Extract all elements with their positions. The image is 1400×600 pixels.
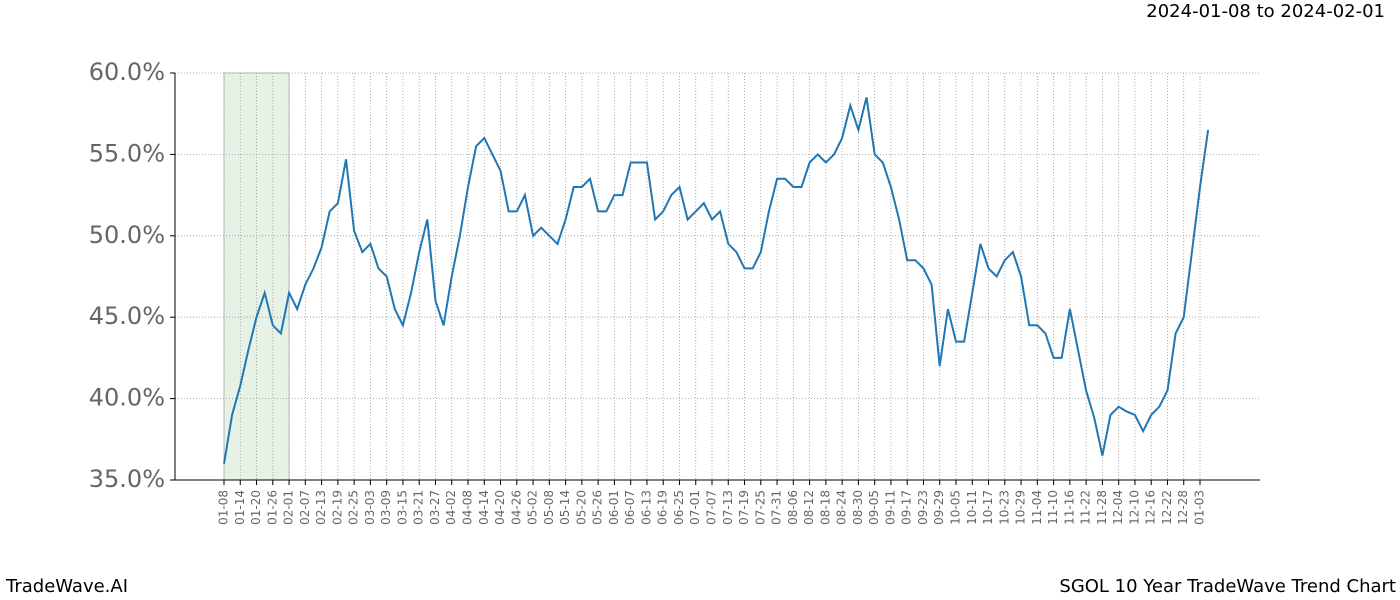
x-tick-label: 07-25	[753, 490, 767, 525]
x-tick-label: 05-26	[591, 490, 605, 525]
y-tick-label: 50.0%	[89, 221, 165, 249]
date-range: 2024-01-08 to 2024-02-01	[1146, 1, 1385, 22]
brand: TradeWave.AI	[5, 576, 128, 597]
y-tick-label: 55.0%	[89, 139, 165, 167]
x-tick-label: 01-26	[265, 490, 279, 525]
x-tick-label: 12-28	[1176, 490, 1190, 525]
x-tick-label: 11-28	[1095, 490, 1109, 525]
y-tick-label: 40.0%	[89, 384, 165, 412]
x-tick-label: 06-07	[623, 490, 637, 525]
x-tick-label: 03-15	[395, 490, 409, 525]
x-tick-label: 11-04	[1030, 490, 1044, 525]
x-tick-label: 12-16	[1144, 490, 1158, 525]
x-tick-label: 10-05	[949, 490, 963, 525]
x-tick-label: 06-19	[656, 490, 670, 525]
x-tick-label: 08-24	[835, 490, 849, 525]
x-tick-label: 02-13	[314, 490, 328, 525]
x-tick-label: 11-10	[1046, 490, 1060, 525]
x-tick-label: 01-20	[249, 490, 263, 525]
x-tick-label: 12-04	[1111, 490, 1125, 525]
x-tick-label: 04-26	[509, 490, 523, 525]
line-series	[223, 97, 1210, 464]
x-tick-label: 09-17	[900, 490, 914, 525]
x-tick-label: 10-17	[981, 490, 995, 525]
x-tick-label: 05-08	[542, 490, 556, 525]
x-tick-label: 03-27	[428, 490, 442, 525]
x-tick-label: 03-21	[412, 490, 426, 525]
x-tick-label: 08-30	[851, 490, 865, 525]
x-tick-label: 05-20	[574, 490, 588, 525]
x-tick-label: 05-02	[526, 490, 540, 525]
x-tick-label: 03-03	[363, 490, 377, 525]
x-tick-label: 02-01	[282, 490, 296, 525]
x-tick-label: 07-01	[688, 490, 702, 525]
x-tick-label: 12-22	[1160, 490, 1174, 525]
x-tick-label: 02-25	[347, 490, 361, 525]
x-tick-label: 06-01	[607, 490, 621, 525]
y-tick-label: 60.0%	[89, 58, 165, 86]
x-tick-label: 03-09	[379, 490, 393, 525]
x-tick-label: 11-16	[1062, 490, 1076, 525]
x-tick-label: 08-12	[802, 490, 816, 525]
x-tick-label: 02-19	[330, 490, 344, 525]
x-tick-label: 10-23	[997, 490, 1011, 525]
x-tick-label: 09-29	[932, 490, 946, 525]
x-tick-label: 02-07	[298, 490, 312, 525]
x-tick-label: 12-10	[1127, 490, 1141, 525]
caption: SGOL 10 Year TradeWave Trend Chart	[1059, 576, 1396, 597]
x-tick-label: 09-05	[867, 490, 881, 525]
y-tick-label: 45.0%	[89, 302, 165, 330]
x-tick-label: 09-23	[916, 490, 930, 525]
y-tick-label: 35.0%	[89, 465, 165, 493]
x-tick-label: 07-13	[721, 490, 735, 525]
x-tick-label: 07-07	[705, 490, 719, 525]
x-tick-label: 05-14	[558, 490, 572, 525]
x-tick-label: 06-25	[672, 490, 686, 525]
x-tick-label: 09-11	[883, 490, 897, 525]
x-tick-label: 10-29	[1014, 490, 1028, 525]
x-tick-label: 07-19	[737, 490, 751, 525]
x-tick-label: 01-14	[233, 490, 247, 525]
x-tick-label: 08-06	[786, 490, 800, 525]
x-tick-label: 04-08	[461, 490, 475, 525]
x-tick-label: 10-11	[965, 490, 979, 525]
x-tick-label: 07-31	[770, 490, 784, 525]
x-tick-label: 06-13	[639, 490, 653, 525]
x-tick-label: 04-02	[444, 490, 458, 525]
x-tick-label: 04-20	[493, 490, 507, 525]
x-tick-label: 01-03	[1193, 490, 1207, 525]
x-tick-label: 08-18	[818, 490, 832, 525]
x-tick-label: 11-22	[1079, 490, 1093, 525]
x-tick-label: 04-14	[477, 490, 491, 525]
x-tick-label: 01-08	[217, 490, 231, 525]
